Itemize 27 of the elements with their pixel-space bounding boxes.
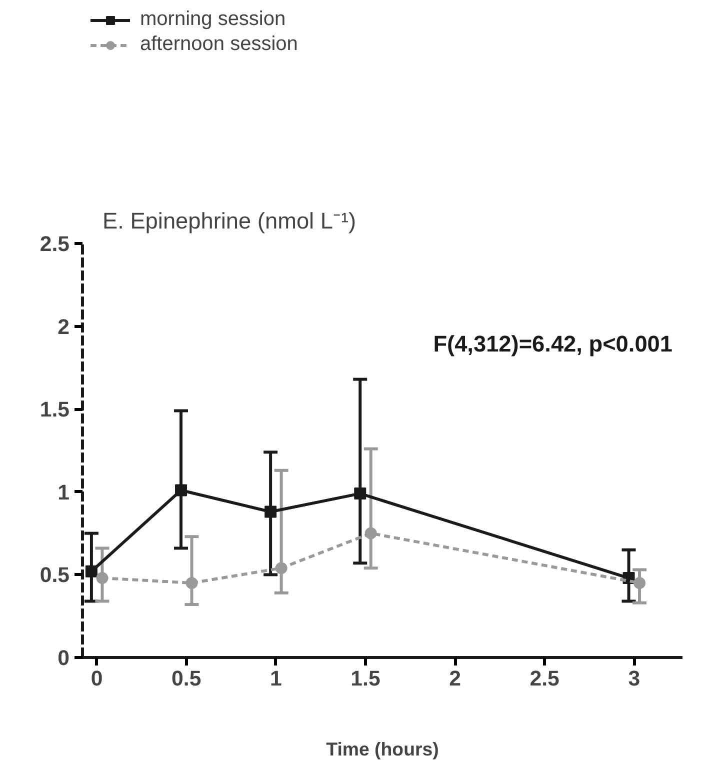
y-tick-label: 0.5 <box>40 563 70 588</box>
annotation: F(4,312)=6.42, p<0.001 <box>433 330 673 356</box>
point <box>175 484 188 496</box>
point <box>264 506 277 518</box>
point <box>85 565 98 578</box>
x-tick-label: 0 <box>90 666 103 690</box>
y-tick-label: 1.5 <box>40 398 70 422</box>
legend-label: afternoon session <box>140 33 298 56</box>
y-tick-label: 1 <box>58 480 70 504</box>
x-tick-label: 1 <box>270 666 282 690</box>
point <box>634 576 646 589</box>
chart-title: E. Epinephrine (nmol L⁻¹) <box>102 208 356 234</box>
y-tick-label: 2.5 <box>40 232 70 256</box>
x-tick-label: 0.5 <box>172 666 202 690</box>
x-tick-label: 3 <box>628 666 640 690</box>
y-tick-label: 0 <box>58 646 70 670</box>
point <box>364 527 377 540</box>
legend-label: morning session <box>140 8 286 31</box>
y-tick-label: 2 <box>58 314 70 339</box>
point <box>96 572 108 584</box>
x-axis-title: Time (hours) <box>326 738 439 760</box>
x-tick-label: 1.5 <box>350 666 380 690</box>
point <box>354 488 366 500</box>
x-tick-label: 2.5 <box>530 666 560 690</box>
point <box>186 576 198 589</box>
point <box>275 562 288 574</box>
x-tick-label: 2 <box>449 666 461 690</box>
